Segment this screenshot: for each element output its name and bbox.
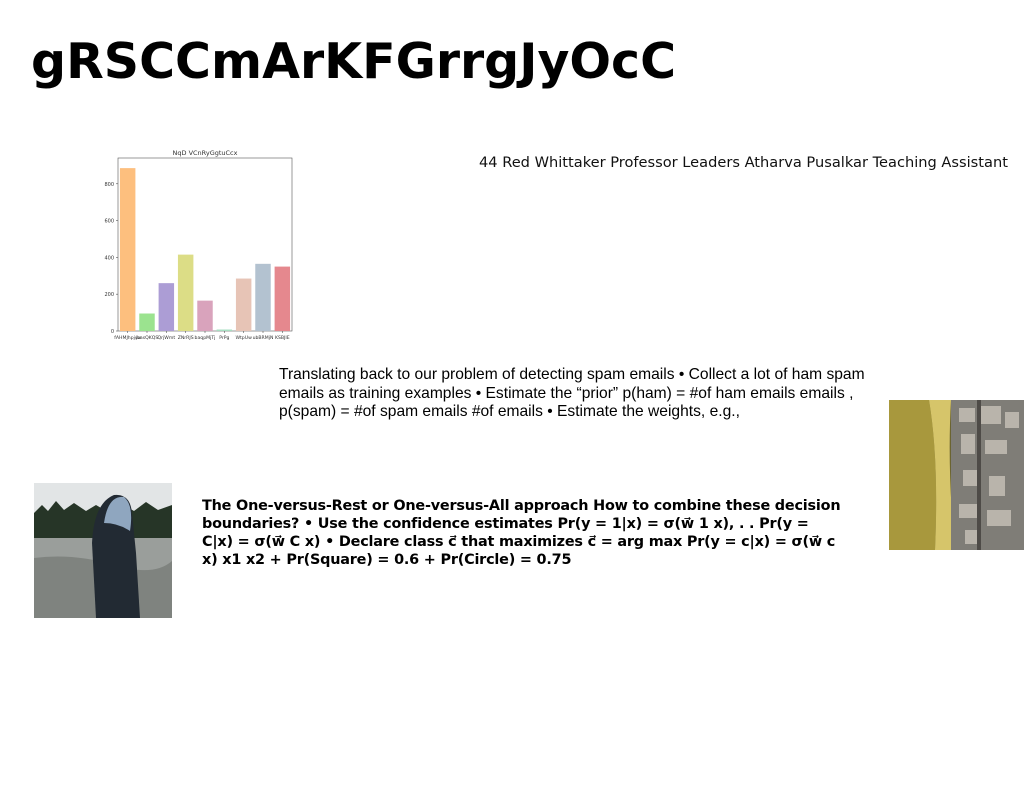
credit-text: 44 Red Whittaker Professor Leaders Athar…	[479, 154, 1008, 171]
x-tick-label: WtpUw	[235, 335, 252, 341]
aerial-photo	[889, 400, 1024, 550]
aerial-photo-drawing	[889, 400, 1024, 550]
bars-group	[119, 168, 291, 331]
x-tick-label: fAHMJhpjsw	[114, 335, 141, 341]
y-axis: 0 200 400 600 800	[104, 182, 118, 335]
x-tick-label: QrjWmt	[158, 335, 176, 341]
person-photo-drawing	[34, 483, 172, 618]
bar-PrPg	[216, 329, 233, 331]
person-photo	[34, 483, 172, 618]
slide-title: gRSCCmArKFGrrgJyOcC	[31, 33, 677, 90]
bar-QrjWmt	[158, 283, 175, 331]
bar-ZNrRJS	[177, 254, 194, 331]
y-tick-label: 800	[104, 182, 114, 188]
x-tick-label: KSBJIE	[275, 335, 290, 341]
y-tick-label: 400	[104, 255, 114, 261]
spam-paragraph: Translating back to our problem of detec…	[279, 366, 865, 420]
x-tick-label: PrPg	[219, 335, 229, 341]
bar-WtpUw	[235, 278, 252, 331]
x-tick-label: jbasQKQS	[135, 335, 159, 341]
x-tick-label: baqpMjTj	[195, 335, 216, 341]
x-tick-label: ZNrRJS	[178, 335, 194, 341]
ovr-paragraph: The One-versus-Rest or One-versus-All ap…	[202, 498, 841, 568]
bar-chart: NqD VCnRyGgtuCcx 0 200 400 600 800 fAHMJhpjs…	[102, 145, 302, 350]
y-tick-label: 0	[111, 329, 114, 335]
x-tick-label: ubBRMjN	[253, 335, 274, 341]
bar-KSBJIE	[274, 266, 291, 331]
y-tick-label: 600	[104, 219, 114, 225]
bar-fAHMJhpjsw	[119, 168, 136, 331]
bar-chart-svg: NqD VCnRyGgtuCcx 0 200 400 600 800 fAHMJhpjs…	[104, 149, 293, 341]
y-tick-label: 200	[104, 292, 114, 298]
chart-title: NqD VCnRyGgtuCcx	[173, 149, 238, 157]
bar-baqpMjTj	[197, 300, 213, 331]
bar-jbasQKQS	[139, 313, 155, 331]
bar-ubBRMjN	[255, 263, 271, 331]
